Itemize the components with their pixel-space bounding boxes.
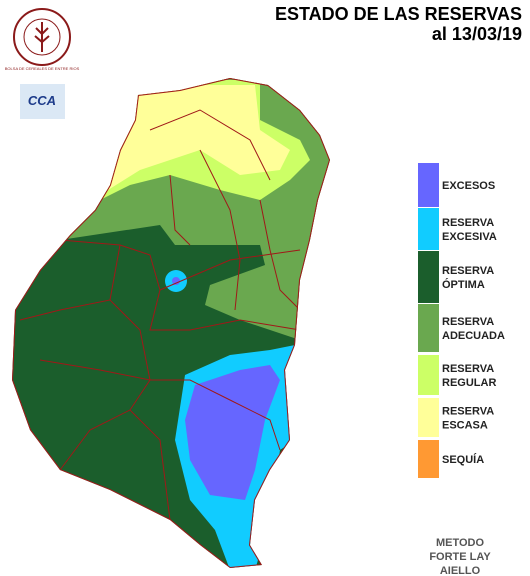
bolsa-logo: BOLSA DE CEREALES DE ENTRE RIOS xyxy=(5,8,80,71)
legend-swatch xyxy=(418,304,439,352)
legend-swatch xyxy=(418,440,439,478)
legend-swatch xyxy=(418,208,439,250)
legend-label: EXCESOS xyxy=(442,180,495,192)
bolsa-text: BOLSA DE CEREALES DE ENTRE RIOS xyxy=(5,66,80,71)
province-map xyxy=(12,78,330,568)
legend-swatch xyxy=(418,251,439,303)
cca-logo: CCA xyxy=(20,84,65,119)
legend-label: RESERVA xyxy=(442,217,494,229)
legend-label: SEQUÍA xyxy=(442,453,484,466)
date: al 13/03/19 xyxy=(432,24,522,44)
method-line: FORTE LAY xyxy=(429,551,491,563)
legend-label: RESERVA xyxy=(442,265,494,277)
legend-swatch xyxy=(418,355,439,395)
legend: EXCESOSRESERVAEXCESIVARESERVAÓPTIMARESER… xyxy=(418,163,505,478)
method-line: AIELLO xyxy=(440,565,481,576)
legend-swatch xyxy=(418,398,439,437)
title: ESTADO DE LAS RESERVAS xyxy=(275,4,522,24)
legend-label: ÓPTIMA xyxy=(442,278,485,291)
legend-label: EXCESIVA xyxy=(442,231,497,243)
method-note: METODO FORTE LAY AIELLO xyxy=(429,537,491,576)
legend-label: ESCASA xyxy=(442,420,488,432)
legend-label: RESERVA xyxy=(442,316,494,328)
legend-label: RESERVA xyxy=(442,406,494,418)
legend-label: RESERVA xyxy=(442,363,494,375)
legend-swatch xyxy=(418,163,439,207)
cca-text: CCA xyxy=(28,93,56,108)
legend-label: REGULAR xyxy=(442,377,496,389)
method-line: METODO xyxy=(436,537,485,549)
legend-label: ADECUADA xyxy=(442,330,505,342)
